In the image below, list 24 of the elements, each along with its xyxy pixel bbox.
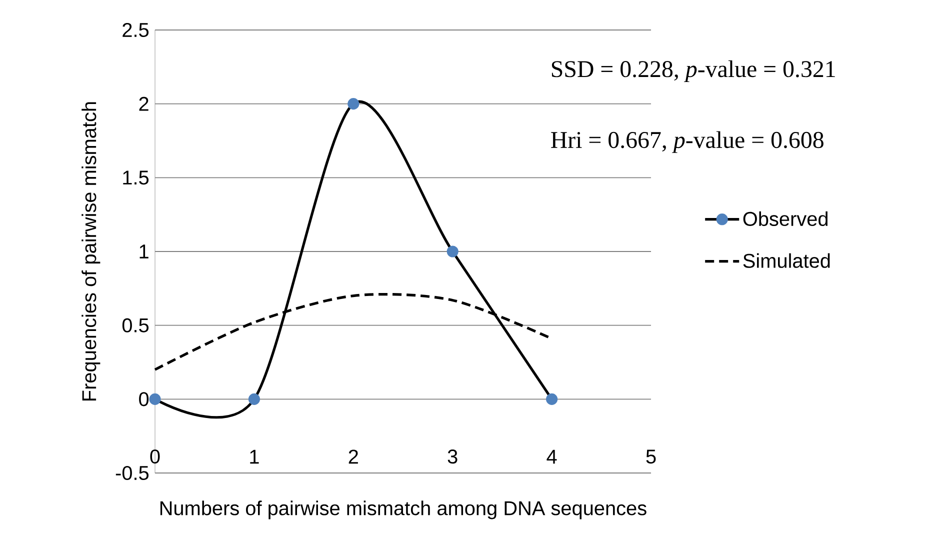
x-tick-label: 5	[646, 450, 656, 464]
x-tick-label: 4	[546, 450, 557, 464]
point	[446, 246, 458, 258]
annotation: SSD = 0.228, p-value = 0.321	[552, 60, 835, 82]
legend-label: Simulated	[743, 253, 830, 268]
y-tick-label: 0	[139, 392, 149, 406]
x-tick-label: 1	[250, 450, 259, 464]
point	[546, 393, 558, 405]
point	[248, 393, 260, 405]
x-tick-label: 3	[448, 450, 458, 464]
y-tick-label: 1	[140, 244, 148, 258]
annotation: Hri = 0.667, p-value = 0.608	[551, 131, 824, 153]
legend-label: Observed	[743, 211, 828, 226]
y-axis-title: Frequencies of pairwise mismatch	[82, 102, 100, 400]
y-tick-label: 0.5	[122, 318, 149, 332]
y-tick-label: 2	[139, 96, 148, 111]
point	[348, 98, 360, 110]
y-tick-label: 2.5	[122, 22, 149, 38]
y-tick-label: -0.5	[116, 466, 149, 480]
x-tick-label: 2	[348, 450, 358, 464]
x-tick-label: 0	[150, 450, 160, 464]
x-axis-title: Numbers of pairwise mismatch among DNA sequences	[160, 500, 646, 520]
y-tick-label: 1.5	[123, 170, 149, 185]
point	[149, 393, 161, 405]
